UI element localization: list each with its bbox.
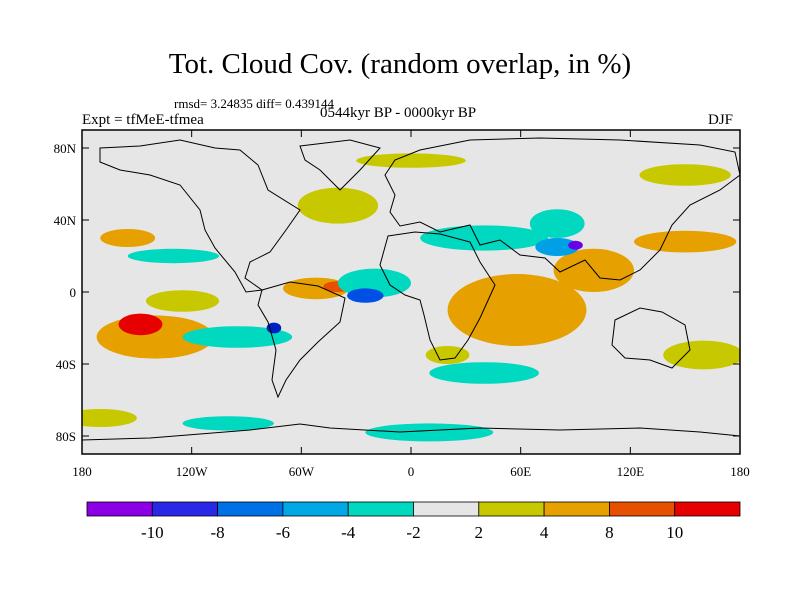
colorbar-label: 10 xyxy=(666,523,683,542)
anomaly-region xyxy=(639,164,731,186)
chart-title: Tot. Cloud Cov. (random overlap, in %) xyxy=(168,48,632,80)
anomaly-region xyxy=(447,274,587,346)
anomaly-region xyxy=(356,153,466,168)
anomaly-region xyxy=(182,326,293,348)
colorbar-label: 4 xyxy=(540,523,549,542)
anomaly-fields xyxy=(82,153,740,442)
anomaly-region xyxy=(429,362,539,384)
colorbar-label: 2 xyxy=(475,523,484,542)
colorbar-label: 8 xyxy=(605,523,614,542)
colorbar-swatch xyxy=(217,501,284,517)
anomaly-region xyxy=(663,340,740,370)
colorbar-label: -8 xyxy=(211,523,225,542)
coastline-north-america xyxy=(99,139,301,293)
x-tick-label: 60E xyxy=(510,464,531,479)
anomaly-region xyxy=(535,238,580,256)
colorbar-label: -6 xyxy=(276,523,290,542)
colorbar: -10 -8 -6 -4 -2 2 4 8 10 xyxy=(86,501,741,542)
anomaly-region xyxy=(145,290,220,312)
coastline-australia xyxy=(611,307,691,369)
colorbar-swatch xyxy=(609,501,676,517)
colorbar-swatch xyxy=(478,501,545,517)
anomaly-region xyxy=(297,187,379,224)
coastline-eurasia xyxy=(384,137,740,281)
anomaly-region xyxy=(82,409,137,427)
stats-text: rmsd= 3.24835 diff= 0.439144 xyxy=(174,96,334,111)
colorbar-swatch xyxy=(86,501,153,517)
coastline-south-america xyxy=(257,281,346,399)
anomaly-region xyxy=(365,423,494,442)
x-tick-label: 180 xyxy=(730,464,750,479)
anomaly-region xyxy=(182,416,274,431)
coastline-greenland xyxy=(299,139,381,191)
anomaly-region xyxy=(420,225,549,251)
y-tick-label: 80S xyxy=(56,429,76,444)
season-label: DJF xyxy=(708,112,734,128)
colorbar-swatch xyxy=(674,501,741,517)
colorbar-swatch xyxy=(413,501,480,517)
colorbar-label: -2 xyxy=(406,523,420,542)
anomaly-region xyxy=(633,230,737,253)
x-tick-label: 60W xyxy=(289,464,315,479)
colorbar-label: -10 xyxy=(141,523,164,542)
y-tick-label: 40N xyxy=(54,213,77,228)
anomaly-region xyxy=(127,248,220,264)
x-tick-label: 120E xyxy=(617,464,645,479)
colorbar-label: -4 xyxy=(341,523,356,542)
coastlines xyxy=(82,137,740,441)
colorbar-swatch xyxy=(151,501,219,517)
colorbar-swatch xyxy=(543,501,610,517)
y-tick-label: 80N xyxy=(54,141,77,156)
anomaly-region xyxy=(100,229,156,247)
x-tick-label: 120W xyxy=(176,464,209,479)
anomaly-region xyxy=(347,288,384,303)
coastline-africa xyxy=(379,231,496,361)
colorbar-swatch xyxy=(347,501,414,517)
colorbar-swatch xyxy=(282,501,349,517)
anomaly-region xyxy=(118,313,163,336)
period-label: 0544kyr BP - 0000kyr BP xyxy=(320,105,477,121)
map-area xyxy=(81,129,741,455)
anomaly-region xyxy=(529,209,585,239)
y-tick-label: 40S xyxy=(56,357,76,372)
map-axes: 180 120W 60W 0 60E 120E 180 80N 40N 0 40S 80S xyxy=(54,130,750,479)
x-tick-label: 180 xyxy=(72,464,92,479)
anomaly-region xyxy=(425,346,470,364)
anomaly-region xyxy=(568,240,583,250)
x-tick-label: 0 xyxy=(408,464,415,479)
y-tick-label: 0 xyxy=(70,285,77,300)
coastline-antarctica xyxy=(82,423,740,441)
experiment-label: Expt = tfMeE-tfmea xyxy=(82,112,204,128)
